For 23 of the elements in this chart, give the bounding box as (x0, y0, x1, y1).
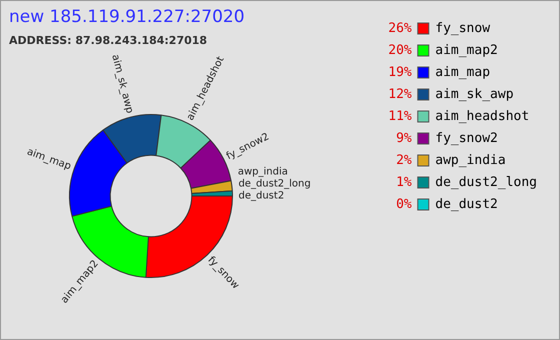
legend-label: de_dust2_long (435, 174, 538, 190)
data-label: 9% (396, 130, 412, 146)
data-label: 19% (388, 64, 412, 80)
legend-label: de_dust2 (435, 196, 498, 212)
text: 0% (396, 196, 412, 212)
legend-label: awp_india (435, 152, 506, 168)
legend-label: aim_headshot (435, 108, 530, 124)
data-label: 2% (396, 152, 412, 168)
text: ADDRESS: 87.98.243.184:27018 (9, 34, 208, 47)
slice-label: de_dust2_long (238, 178, 311, 190)
data-label: 20% (388, 42, 412, 58)
data-label: 11% (388, 108, 412, 124)
legend-label: aim_sk_awp (435, 86, 514, 102)
legend-label: fy_snow (435, 20, 490, 36)
slice-label: awp_india (238, 166, 288, 178)
legend-label: aim_map (435, 64, 490, 80)
data-label: 12% (388, 86, 412, 102)
data-label: 1% (396, 174, 412, 190)
chart-title: new 185.119.91.227:27020 (9, 7, 245, 27)
category-label: de_dust2 (238, 190, 284, 202)
legend-label: aim_map2 (435, 42, 498, 58)
legend-label: fy_snow2 (435, 130, 498, 146)
data-label: 26% (388, 20, 412, 36)
